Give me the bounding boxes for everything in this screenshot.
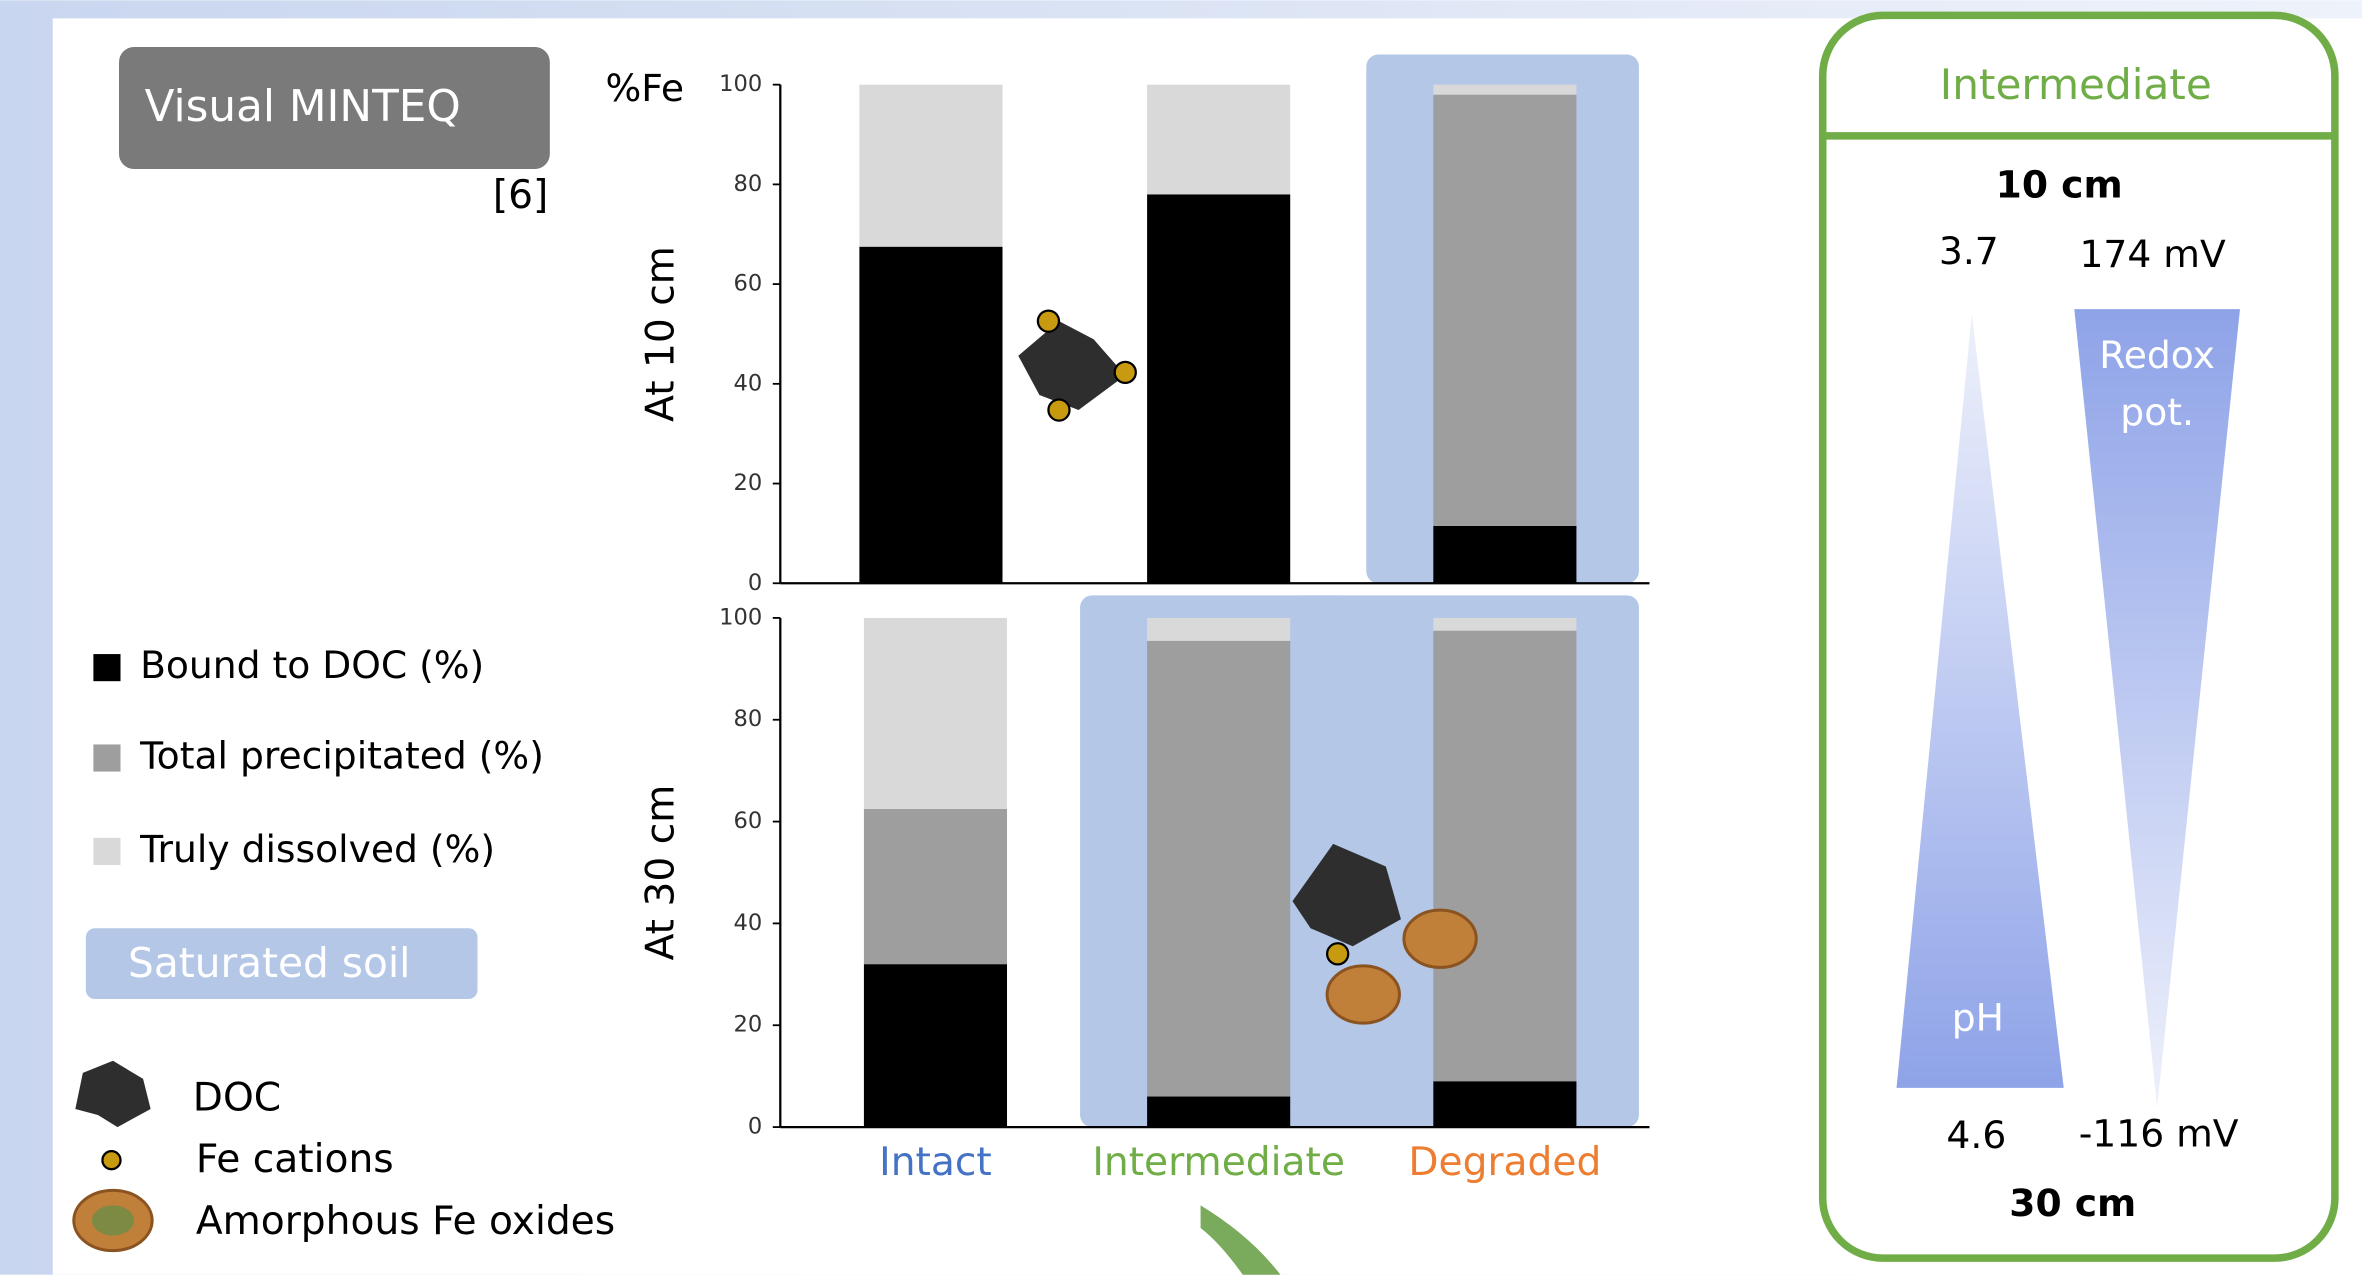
page: {"chart_data": [ {"type": "bar", "stacke… [0,0,2362,1275]
x-tick-label: Intermediate [1092,1140,1345,1185]
fe-illustration [1048,399,1069,420]
bar-segment [1147,1097,1290,1128]
oxide-illustration [1327,966,1399,1023]
bar-segment [864,618,1007,809]
y-tick-label: 40 [733,370,762,396]
doc-legend: DOC [193,1075,281,1120]
oxides-legend: Amorphous Fe oxides [196,1199,615,1244]
bar-segment [1433,631,1576,1082]
y-tick-label: 0 [748,1114,762,1140]
bar-segment [859,247,1002,584]
bar-segment [1433,95,1576,526]
bar-segment [864,964,1007,1127]
bar-segment [1433,1081,1576,1127]
bar-segment [1433,85,1576,95]
y-tick-label: 100 [719,604,762,630]
y-tick-label: 100 [719,71,762,97]
highlight-legend: Saturated soil [128,939,410,987]
fe-icon [102,1151,120,1169]
bar-segment [1147,85,1290,195]
bar-segment [1147,641,1290,1097]
bar-segment [859,85,1002,247]
redox-top: 174 mV [2079,232,2225,276]
y-tick-label: 40 [733,910,762,936]
y-tick-label: 20 [733,470,762,496]
bar-segment [1147,194,1290,583]
bar-segment [864,809,1007,964]
x-tick-label: Degraded [1408,1140,1601,1185]
unit-label: %Fe [605,66,684,110]
x-tick-label: Intact [879,1140,992,1185]
redox-label: pot. [2120,390,2194,434]
redox-label: Redox [2099,333,2215,377]
ph-top: 3.7 [1939,229,1999,273]
ph-label: pH [1952,996,2004,1040]
bottom-depth: 30 cm [2009,1181,2136,1225]
y-tick-label: 80 [733,706,762,732]
y-tick-label: 60 [733,271,762,297]
y-tick-label: 80 [733,171,762,197]
reference: [6] [493,173,548,218]
legend-label: Bound to DOC (%) [140,643,484,687]
bar-segment [1433,526,1576,583]
legend-label: Total precipitated (%) [139,734,544,778]
y-axis-label: At 30 cm [638,785,683,961]
top-depth: 10 cm [1996,163,2123,207]
fe-legend: Fe cations [196,1137,394,1182]
fe-illustration [1115,362,1136,383]
fe-illustration [1038,311,1059,332]
title: Visual MINTEQ [145,81,461,132]
legend-label: Truly dissolved (%) [139,827,495,871]
y-tick-label: 20 [733,1012,762,1038]
bar-segment [1147,618,1290,641]
slide: Visual MINTEQ [6] Saturated soil DOC Fe … [0,0,2362,1275]
y-axis-label: At 10 cm [638,246,683,422]
legend-swatch [93,838,120,865]
legend-swatch [93,744,120,771]
y-tick-label: 60 [733,808,762,834]
fe-illustration [1327,943,1348,964]
ph-bottom: 4.6 [1946,1113,2006,1157]
panel-title: Intermediate [1940,60,2212,109]
bar-segment [1433,618,1576,631]
redox-bottom: -116 mV [2079,1112,2239,1156]
oxide-icon-core [92,1205,134,1235]
legend-swatch [93,654,120,681]
oxide-illustration [1404,910,1476,967]
y-tick-label: 0 [748,570,762,596]
